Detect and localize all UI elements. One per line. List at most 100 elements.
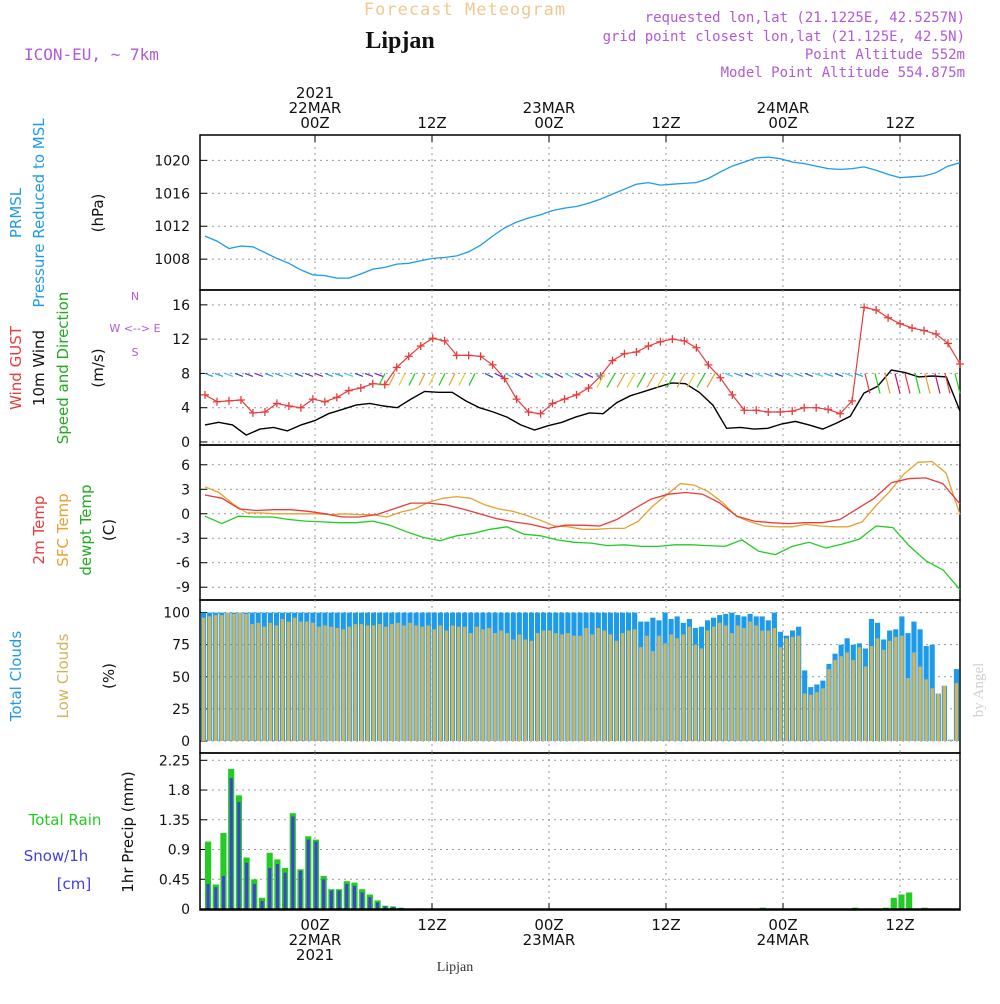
low-cloud-bar: [414, 625, 418, 741]
low-cloud-bar: [827, 669, 831, 741]
low-cloud-bar: [681, 634, 685, 741]
requested-coords: requested lon,lat (21.1225E, 42.5257N): [645, 10, 965, 26]
gust-marker: [272, 399, 281, 408]
wind-direction-arrow: [814, 372, 824, 377]
gust-marker: [896, 319, 905, 328]
low-cloud-bar: [444, 630, 449, 741]
low-cloud-bar: [280, 619, 285, 741]
gust-marker: [824, 405, 833, 414]
wind-direction-arrow: [754, 372, 764, 377]
low-cloud-bar: [529, 640, 534, 741]
low-cloud-bar: [596, 628, 600, 741]
wind-direction-arrow: [234, 372, 244, 377]
low-cloud-bar: [699, 648, 704, 741]
low-cloud-bar: [311, 622, 315, 741]
wind-direction-arrow: [244, 372, 254, 377]
low-cloud-bar: [481, 629, 485, 741]
wind-direction-arrow: [744, 372, 754, 377]
low-cloud-bar: [262, 626, 266, 741]
low-cloud-bar: [730, 633, 734, 741]
snow-bar: [268, 868, 272, 909]
wind-direction-arrow: [428, 373, 436, 386]
low-cloud-bar: [329, 626, 333, 741]
low-cloud-bar: [299, 621, 303, 741]
wind-direction-arrow: [616, 373, 626, 388]
wind-direction-arrow: [944, 373, 951, 394]
wind-direction-arrow: [844, 372, 854, 377]
y-tick-label-temp: 0: [181, 507, 190, 523]
wind-direction-arrow: [834, 372, 844, 377]
wind-direction-arrow: [374, 372, 384, 377]
low-cloud-bar: [815, 692, 819, 741]
y-tick-label-wind: 12: [172, 332, 190, 348]
panel-frame-pressure: [199, 134, 961, 291]
wind-direction-arrow: [458, 373, 466, 386]
snow-bar: [214, 887, 218, 909]
low-cloud-bar: [584, 628, 588, 741]
pressure-unit: (hPa): [89, 194, 107, 233]
gust-marker: [440, 336, 449, 345]
top-time-label: 00Z: [300, 114, 329, 132]
chart-title: Forecast Meteogram: [364, 0, 566, 20]
top-time-label: 12Z: [651, 114, 680, 132]
low-cloud-bar: [541, 630, 546, 741]
bottom-time-label: 12Z: [417, 916, 446, 934]
snow-bar: [252, 883, 256, 909]
bottom-time-label: 00Z: [300, 916, 329, 934]
low-cloud-bar: [614, 640, 619, 741]
low-cloud-bar: [930, 688, 934, 741]
low-cloud-bar: [250, 624, 254, 741]
y-tick-label-clouds: 50: [172, 670, 190, 686]
low-cloud-bar: [651, 651, 655, 741]
low-cloud-bar: [378, 624, 382, 741]
y-tick-label-pressure: 1012: [154, 219, 190, 235]
low-cloud-bar: [214, 615, 218, 741]
wind-direction-arrow: [794, 372, 804, 377]
low-cloud-bar: [566, 633, 570, 741]
low-cloud-bar: [590, 634, 594, 741]
rain-bar: [898, 894, 905, 909]
snow-bar: [260, 901, 264, 909]
low-cloud-bar: [639, 647, 643, 741]
gust-marker: [944, 339, 953, 348]
low-cloud-bar: [620, 633, 625, 741]
wind-direction-arrow: [574, 372, 584, 378]
low-cloud-bar: [335, 628, 339, 741]
temp-line-sfc: [204, 460, 961, 530]
low-cloud-bar: [578, 635, 582, 741]
top-time-label: 00Z: [534, 114, 563, 132]
wind-direction-arrow: [274, 372, 284, 377]
low-cloud-bar: [809, 694, 813, 741]
gust-line: [204, 306, 961, 415]
wind-direction-arrow: [686, 373, 696, 388]
low-cloud-bar: [317, 626, 321, 741]
low-cloud-bar: [341, 629, 345, 741]
wind-direction-arrow: [784, 372, 794, 377]
gust-marker: [584, 384, 593, 392]
bottom-time-label: 23MAR: [523, 931, 576, 949]
gust-marker: [236, 396, 245, 404]
low-cloud-bar: [353, 624, 358, 741]
gust-marker: [800, 403, 809, 412]
grid-coords: grid point closest lon,lat (21.125E, 42.…: [603, 29, 965, 45]
low-cloud-bar: [742, 628, 746, 741]
y-tick-label-precip: 0.45: [159, 872, 190, 888]
low-cloud-bar: [894, 637, 898, 741]
low-cloud-bar: [226, 612, 230, 741]
wind-direction-arrow: [254, 372, 264, 377]
wind-direction-arrow: [874, 373, 881, 394]
wind-direction-arrow: [354, 372, 364, 377]
gust-marker: [632, 348, 641, 356]
wind-direction-arrow: [544, 372, 554, 378]
wind-direction-arrow: [904, 373, 911, 394]
wind-direction-arrow: [378, 373, 386, 386]
snow-bar: [314, 841, 318, 909]
wind-direction-arrow: [324, 372, 334, 377]
gust-marker: [320, 397, 329, 406]
low-cloud-bar: [863, 666, 868, 741]
wind-direction-arrow: [334, 372, 344, 377]
low-cloud-bar: [517, 634, 522, 741]
low-cloud-bar: [408, 622, 412, 741]
wind-direction-arrow: [314, 372, 324, 377]
model-altitude: Model Point Altitude 554.875m: [721, 65, 965, 81]
